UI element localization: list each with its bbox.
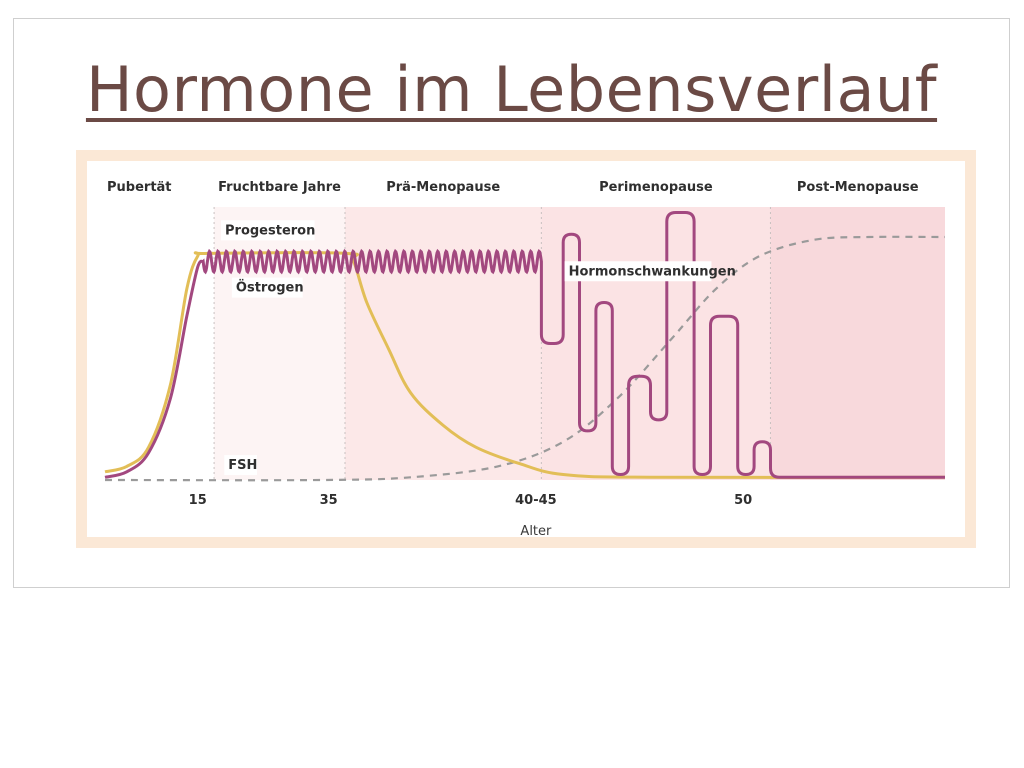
series-fsh-line: [104, 235, 946, 482]
phase-label: Perimenopause: [599, 180, 713, 195]
annotation-label: Östrogen: [236, 280, 304, 296]
phase-band: [214, 207, 345, 480]
annotation-bg: [224, 455, 258, 476]
x-tick-label: 15: [189, 493, 207, 508]
phase-band: [541, 207, 771, 480]
hormone-chart: Pubertät Fruchtbare Jahre Prä-Menopause Per…: [87, 161, 965, 539]
annotation-bg: [231, 277, 303, 298]
annotation-label: Progesteron: [225, 223, 315, 238]
phase-band: [345, 207, 542, 480]
annotation-bg: [564, 261, 712, 282]
series-oestrogen-line: [104, 211, 945, 479]
series-progesteron-line: [104, 251, 946, 479]
phase-label: Pubertät: [107, 180, 172, 195]
phase-band: [770, 207, 945, 480]
phase-label: Prä-Menopause: [386, 180, 500, 195]
annotation-label: Hormonschwankungen: [569, 264, 736, 279]
x-tick-label: 50: [734, 493, 752, 508]
x-axis-label: Alter: [520, 524, 552, 539]
chart-frame: Pubertät Fruchtbare Jahre Prä-Menopause Per…: [76, 150, 976, 548]
slide-title: Hormone im Lebensverlauf: [14, 53, 1009, 126]
annotation-bg: [221, 220, 315, 241]
x-tick-label: 35: [320, 493, 338, 508]
slide: Hormone im Lebensverlauf Pubertät Fruchtb…: [13, 18, 1010, 588]
x-tick-label: 40-45: [515, 493, 557, 508]
phase-band: [105, 207, 215, 480]
annotation-label: FSH: [228, 458, 257, 473]
phase-label: Fruchtbare Jahre: [218, 180, 341, 195]
slide-title-text: Hormone im Lebensverlauf: [85, 53, 938, 126]
phase-label: Post-Menopause: [797, 180, 919, 195]
